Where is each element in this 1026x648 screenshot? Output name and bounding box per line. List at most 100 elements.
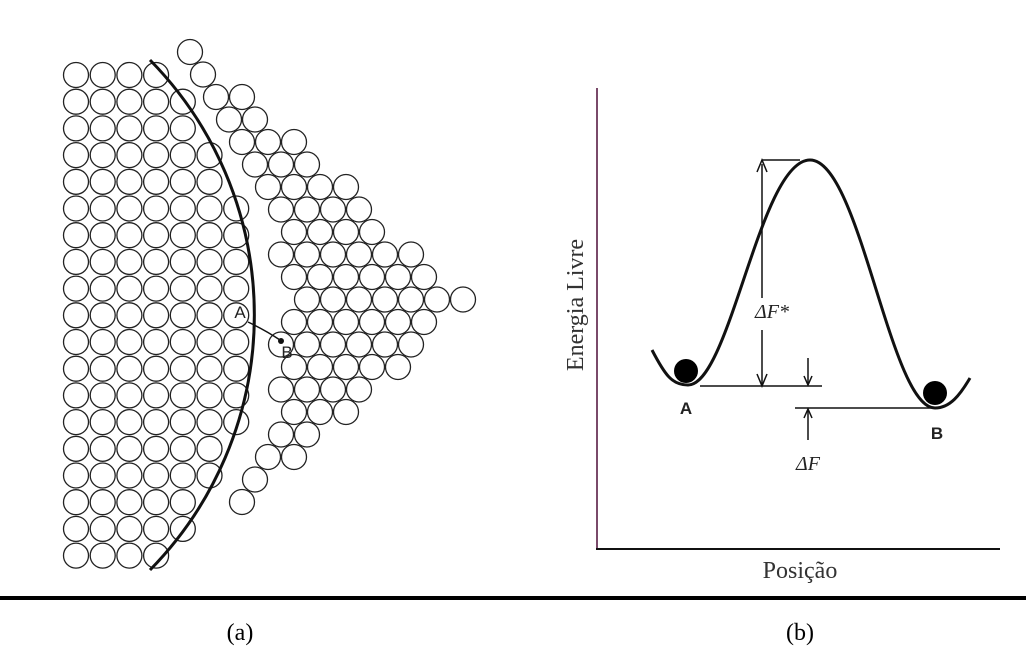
atom [197,383,222,408]
atom [204,85,229,110]
atom [386,265,411,290]
atom [170,303,195,328]
atom [90,516,115,541]
atom [178,40,203,65]
atom [90,303,115,328]
atom [170,490,195,515]
atom [334,175,359,200]
atom [321,332,346,357]
atom [144,89,169,114]
atom [170,383,195,408]
atom [269,377,294,402]
atom [90,276,115,301]
atom [347,287,372,312]
atom [144,223,169,248]
atom [230,130,255,155]
atom [243,152,268,177]
atom [191,62,216,87]
atom [90,356,115,381]
atom [282,130,307,155]
atom [360,220,385,245]
atom [269,422,294,447]
atom [144,330,169,355]
atom [295,197,320,222]
atom [144,356,169,381]
atom [64,249,89,274]
atom [295,377,320,402]
atom [64,330,89,355]
atom [117,303,142,328]
atom-a-label: A [234,303,246,322]
atom [144,276,169,301]
atom [321,287,346,312]
ball-b [923,381,947,405]
atom [64,436,89,461]
atom [64,463,89,488]
atom [360,265,385,290]
atom [295,332,320,357]
grain-atoms [64,40,476,569]
atom [256,130,281,155]
atom [224,330,249,355]
atom [197,169,222,194]
atom [170,410,195,435]
atom [321,242,346,267]
atom [295,152,320,177]
atom [360,310,385,335]
atom [90,196,115,221]
atom [170,143,195,168]
atom [230,85,255,110]
atom [197,356,222,381]
atom [64,116,89,141]
atom [282,265,307,290]
atom [334,400,359,425]
atom [360,355,385,380]
atom [170,223,195,248]
atom [170,196,195,221]
atom-b-label: B [281,343,292,362]
atom [170,116,195,141]
atom [117,169,142,194]
atom [347,242,372,267]
atom [224,249,249,274]
atom [347,197,372,222]
atom [117,249,142,274]
atom [412,265,437,290]
atom [373,332,398,357]
atom [282,175,307,200]
y-axis-label: Energia Livre [563,239,589,371]
atom [197,249,222,274]
atom [373,287,398,312]
atom [321,377,346,402]
atom [334,265,359,290]
atom [197,410,222,435]
atom [243,107,268,132]
atom [386,355,411,380]
atom [144,249,169,274]
atom [90,330,115,355]
atom [224,356,249,381]
atom [347,377,372,402]
figure: A B ΔF* ΔF A B Energia Livre Posição (a)… [0,0,1026,648]
atom [117,330,142,355]
atom [64,356,89,381]
atom [282,445,307,470]
atom [197,196,222,221]
atom [117,383,142,408]
atom [117,516,142,541]
atom [64,89,89,114]
atom [117,63,142,88]
barrier-label: ΔF* [754,301,789,323]
atom [64,543,89,568]
atom [243,467,268,492]
atom [308,220,333,245]
atom [90,543,115,568]
atom [90,249,115,274]
atom [170,169,195,194]
atom [90,169,115,194]
atom [334,220,359,245]
atom [90,410,115,435]
atom [224,276,249,301]
atom [295,242,320,267]
atom [269,152,294,177]
